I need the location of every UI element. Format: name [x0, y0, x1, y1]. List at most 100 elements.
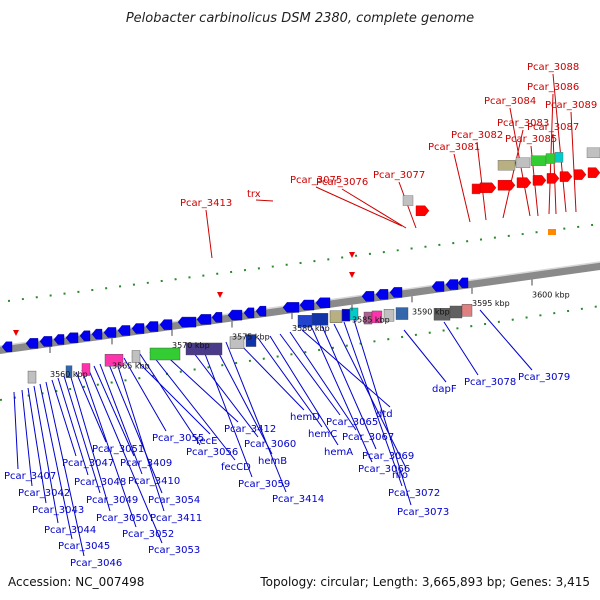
reverse-gene-arrow[interactable] [177, 316, 197, 328]
reverse-gene-label[interactable]: fecCD [221, 462, 251, 473]
reverse-gene-label[interactable]: Pcar_3412 [224, 424, 276, 435]
reverse-gene-block[interactable] [81, 363, 91, 376]
reverse-gene-block[interactable] [383, 309, 395, 322]
forward-gene-arrow[interactable] [587, 167, 600, 178]
forward-gene-label[interactable]: Pcar_3075 [290, 175, 342, 186]
reverse-gene-label[interactable]: Pcar_3047 [62, 458, 114, 469]
reverse-gene-label[interactable]: Pcar_3042 [18, 488, 70, 499]
forward-gene-arrow[interactable] [573, 169, 587, 180]
reverse-gene-arrow[interactable] [431, 281, 445, 292]
forward-gene-label[interactable]: Pcar_3077 [373, 170, 425, 181]
reverse-gene-label[interactable]: hemD [290, 412, 320, 423]
reverse-gene-arrow[interactable] [131, 323, 145, 334]
forward-gene-arrow[interactable] [415, 205, 430, 216]
reverse-gene-label[interactable]: Pcar_3060 [244, 439, 296, 450]
reverse-gene-label[interactable]: Pcar_3050 [96, 513, 148, 524]
reverse-gene-label[interactable]: Pcar_3052 [122, 529, 174, 540]
reverse-gene-arrow[interactable] [103, 327, 117, 338]
reverse-gene-block[interactable] [461, 304, 473, 317]
forward-gene-block[interactable] [497, 160, 516, 171]
reverse-gene-label[interactable]: Pcar_3046 [70, 558, 122, 569]
forward-gene-label[interactable]: Pcar_3076 [316, 177, 368, 188]
forward-gene-arrow[interactable] [516, 177, 532, 188]
reverse-gene-block[interactable] [27, 370, 37, 384]
reverse-gene-arrow[interactable] [211, 312, 223, 323]
reverse-gene-arrow[interactable] [389, 287, 403, 298]
forward-gene-block[interactable] [545, 153, 556, 164]
reverse-gene-arrow[interactable] [159, 319, 173, 330]
forward-gene-block[interactable] [530, 155, 547, 166]
reverse-gene-label[interactable]: Pcar_3067 [342, 432, 394, 443]
forward-gene-arrow[interactable] [497, 180, 516, 191]
reverse-gene-label[interactable]: dapF [432, 384, 457, 395]
reverse-gene-block[interactable] [329, 310, 343, 323]
reverse-gene-arrow[interactable] [315, 297, 331, 308]
reverse-gene-block[interactable] [245, 334, 257, 347]
reverse-gene-arrow[interactable] [25, 338, 39, 349]
reverse-gene-label[interactable]: Pcar_3054 [148, 495, 200, 506]
forward-gene-arrow[interactable] [546, 173, 560, 184]
forward-gene-label[interactable]: Pcar_3087 [527, 122, 579, 133]
reverse-gene-label[interactable]: Pcar_3069 [362, 451, 414, 462]
forward-gene-block[interactable] [548, 229, 556, 235]
forward-gene-label[interactable]: trx [247, 189, 261, 200]
forward-gene-label[interactable]: Pcar_3089 [545, 100, 597, 111]
reverse-gene-label[interactable]: dtd [376, 409, 393, 420]
forward-gene-label[interactable]: Pcar_3083 [497, 118, 549, 129]
reverse-gene-arrow[interactable] [361, 291, 375, 302]
reverse-gene-label[interactable]: fecE [196, 436, 218, 447]
reverse-gene-arrow[interactable] [1, 341, 13, 352]
reverse-gene-label[interactable]: nfo [392, 470, 408, 481]
reverse-gene-block[interactable] [104, 354, 124, 367]
forward-gene-block[interactable] [554, 152, 564, 163]
reverse-gene-label[interactable]: hemC [308, 429, 337, 440]
reverse-gene-label[interactable]: Pcar_3409 [120, 458, 172, 469]
reverse-gene-label[interactable]: Pcar_3410 [128, 476, 180, 487]
reverse-gene-label[interactable]: Pcar_3065 [326, 417, 378, 428]
reverse-gene-arrow[interactable] [39, 336, 53, 347]
reverse-gene-block[interactable] [341, 308, 351, 322]
reverse-gene-arrow[interactable] [299, 299, 315, 311]
reverse-gene-label[interactable]: Pcar_3048 [74, 477, 126, 488]
reverse-gene-label[interactable]: Pcar_3073 [397, 507, 449, 518]
forward-gene-label[interactable]: Pcar_3081 [428, 142, 480, 153]
reverse-gene-arrow[interactable] [243, 307, 255, 319]
reverse-gene-block[interactable] [395, 307, 409, 320]
forward-gene-arrow[interactable] [479, 182, 497, 194]
reverse-gene-label[interactable]: Pcar_3414 [272, 494, 324, 505]
reverse-gene-label[interactable]: Pcar_3059 [238, 479, 290, 490]
reverse-gene-arrow[interactable] [79, 330, 91, 341]
reverse-gene-block[interactable] [349, 307, 359, 321]
forward-gene-block[interactable] [471, 183, 481, 195]
reverse-gene-arrow[interactable] [145, 321, 159, 332]
forward-gene-arrow[interactable] [532, 175, 547, 186]
reverse-gene-arrow[interactable] [282, 302, 300, 313]
reverse-gene-block[interactable] [131, 350, 141, 363]
forward-gene-label[interactable]: Pcar_3085 [505, 134, 557, 145]
reverse-gene-label[interactable]: Pcar_3043 [32, 505, 84, 516]
forward-gene-block[interactable] [402, 195, 414, 206]
reverse-gene-label[interactable]: Pcar_3411 [150, 513, 202, 524]
reverse-gene-arrow[interactable] [91, 328, 103, 340]
forward-gene-block[interactable] [586, 147, 600, 159]
reverse-gene-arrow[interactable] [445, 279, 459, 290]
reverse-gene-block[interactable] [229, 336, 245, 349]
reverse-gene-block[interactable] [149, 347, 181, 361]
forward-gene-label[interactable]: Pcar_3084 [484, 96, 536, 107]
forward-gene-block[interactable] [515, 157, 531, 168]
reverse-gene-label[interactable]: Pcar_3056 [186, 447, 238, 458]
reverse-gene-arrow[interactable] [196, 314, 212, 325]
reverse-gene-label[interactable]: Pcar_3072 [388, 488, 440, 499]
forward-gene-label[interactable]: Pcar_3086 [527, 82, 579, 93]
forward-gene-label[interactable]: Pcar_3088 [527, 62, 579, 73]
reverse-gene-label[interactable]: Pcar_3049 [86, 495, 138, 506]
reverse-gene-arrow[interactable] [117, 325, 131, 336]
reverse-gene-block[interactable] [449, 305, 463, 319]
reverse-gene-label[interactable]: Pcar_3045 [58, 541, 110, 552]
reverse-gene-arrow[interactable] [457, 277, 469, 289]
reverse-gene-block[interactable] [371, 310, 383, 324]
reverse-gene-label[interactable]: Pcar_3407 [4, 471, 56, 482]
reverse-gene-label[interactable]: Pcar_3079 [518, 372, 570, 383]
reverse-gene-label[interactable]: Pcar_3051 [92, 444, 144, 455]
reverse-gene-arrow[interactable] [255, 305, 267, 317]
